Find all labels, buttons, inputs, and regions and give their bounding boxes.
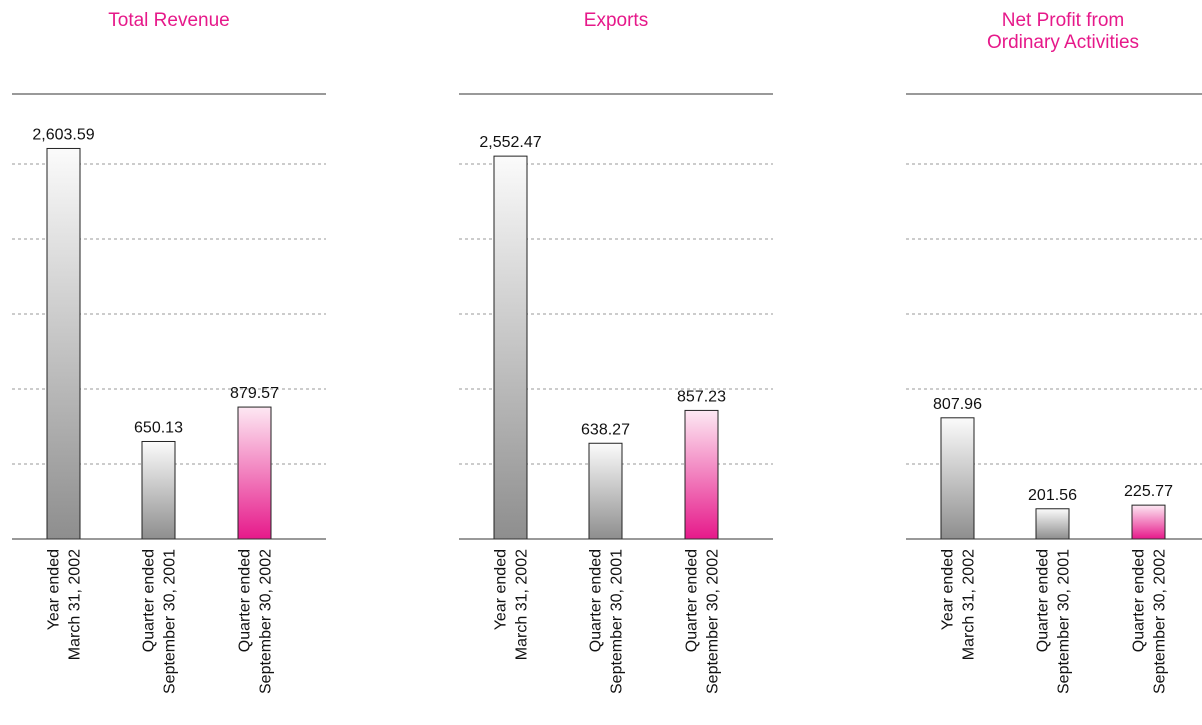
category-label: Quarter ended bbox=[684, 549, 701, 652]
category-label: September 30, 2002 bbox=[1152, 549, 1169, 694]
value-label: 638.27 bbox=[581, 421, 630, 438]
total-revenue-chart: Total Revenue 2,603.59 Year ended March 31… bbox=[12, 0, 342, 725]
bar bbox=[141, 440, 176, 540]
bar bbox=[1131, 504, 1166, 540]
bar bbox=[237, 406, 272, 540]
category-label: Year ended bbox=[940, 549, 957, 630]
total-revenue-plot: 2,603.59 Year ended March 31, 2002 650.13 Qu… bbox=[12, 93, 326, 694]
exports-chart: Exports 2,552.47 Year ended March 31, 2002… bbox=[459, 0, 789, 725]
value-label: 201.56 bbox=[1028, 487, 1077, 504]
chart-title: Exports bbox=[583, 10, 649, 31]
bar bbox=[46, 147, 81, 540]
category-label: Quarter ended bbox=[588, 549, 605, 652]
exports-plot: 2,552.47 Year ended March 31, 2002 638.27 Qu… bbox=[459, 93, 773, 694]
category-label: March 31, 2002 bbox=[961, 549, 978, 660]
category-label: September 30, 2001 bbox=[609, 549, 626, 694]
net-profit-chart: Net Profit from Ordinary Activities 807.… bbox=[906, 0, 1202, 725]
category-label: March 31, 2002 bbox=[514, 549, 531, 660]
net-profit-plot: 807.96 Year ended March 31, 2002 201.56 Quar… bbox=[906, 93, 1202, 694]
category-label: March 31, 2002 bbox=[67, 549, 84, 660]
value-label: 2,552.47 bbox=[479, 134, 541, 151]
category-label: Year ended bbox=[493, 549, 510, 630]
category-label: September 30, 2002 bbox=[258, 549, 275, 694]
value-label: 807.96 bbox=[933, 396, 982, 413]
value-label: 650.13 bbox=[134, 419, 183, 436]
value-label: 2,603.59 bbox=[32, 126, 94, 143]
bar bbox=[1035, 508, 1070, 540]
value-label: 879.57 bbox=[230, 385, 279, 402]
category-label: Quarter ended bbox=[237, 549, 254, 652]
category-label: Year ended bbox=[46, 549, 63, 630]
category-label: September 30, 2001 bbox=[1056, 549, 1073, 694]
bar bbox=[684, 409, 719, 540]
bar bbox=[588, 442, 623, 540]
value-label: 225.77 bbox=[1124, 483, 1173, 500]
bar bbox=[493, 155, 528, 540]
category-label: September 30, 2001 bbox=[162, 549, 179, 694]
category-label: Quarter ended bbox=[141, 549, 158, 652]
bar bbox=[940, 417, 975, 540]
category-label: Quarter ended bbox=[1131, 549, 1148, 652]
value-label: 857.23 bbox=[677, 388, 726, 405]
chart-title: Total Revenue bbox=[108, 10, 230, 31]
category-label: September 30, 2002 bbox=[705, 549, 722, 694]
category-label: Quarter ended bbox=[1035, 549, 1052, 652]
chart-title: Net Profit from Ordinary Activities bbox=[986, 10, 1140, 53]
